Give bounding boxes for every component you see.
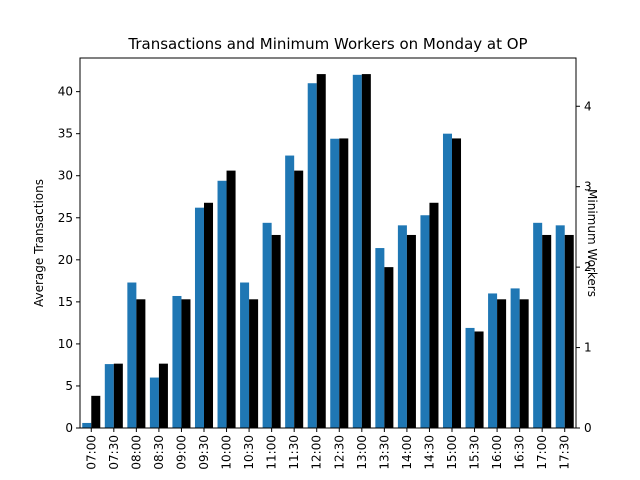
workers-bar-1400 — [406, 234, 416, 428]
right-axis: 0 1 2 3 4 — [576, 99, 592, 435]
workers-bar-1300 — [361, 74, 371, 428]
y2-tick-label: 0 — [584, 421, 592, 435]
y-tick-label: 0 — [65, 421, 73, 435]
transactions-bar-1400 — [397, 225, 407, 428]
x-axis: 07:00 07:30 08:00 08:30 09:00 09:30 10:00 10:30… — [84, 428, 572, 470]
transactions-bar-1430 — [420, 215, 430, 428]
y-tick-label: 25 — [58, 211, 73, 225]
x-tick-label: 09:30 — [197, 435, 211, 470]
transactions-bar-0930 — [194, 207, 204, 428]
y2-axis-label: Minimum Workers — [585, 189, 599, 297]
transactions-bar-1200 — [307, 83, 317, 428]
transactions-bar-1000 — [217, 180, 227, 428]
y-tick-label: 20 — [58, 253, 73, 267]
x-tick-label: 16:00 — [490, 435, 504, 470]
x-tick-label: 17:30 — [558, 435, 572, 470]
y-tick-label: 5 — [65, 379, 73, 393]
workers-bar-1600 — [497, 299, 507, 428]
workers-bar-0900 — [181, 299, 191, 428]
workers-bar-1200 — [316, 74, 326, 428]
transactions-bar-1130 — [285, 155, 295, 429]
x-tick-label: 11:00 — [265, 435, 279, 470]
transactions-bar-1100 — [262, 222, 272, 428]
workers-bar-1630 — [519, 299, 529, 428]
bars-layer — [82, 74, 574, 429]
workers-bar-1130 — [294, 170, 304, 429]
x-tick-label: 07:30 — [107, 435, 121, 470]
transactions-bar-1230 — [330, 138, 340, 429]
x-tick-label: 10:00 — [220, 435, 234, 470]
plot-frame — [79, 57, 577, 429]
y2-tick-label: 2 — [584, 260, 592, 274]
transactions-bar-1500 — [442, 133, 452, 428]
y-axis-label: Average Transactions — [32, 179, 46, 307]
transactions-bar-1730 — [555, 225, 565, 428]
x-tick-label: 12:00 — [310, 435, 324, 470]
y2-tick-label: 3 — [584, 180, 592, 194]
x-tick-label: 15:30 — [468, 435, 482, 470]
transactions-bar-1300 — [352, 74, 362, 428]
y-tick-label: 15 — [58, 295, 73, 309]
y-tick-label: 10 — [58, 337, 73, 351]
y-tick-label: 35 — [58, 127, 73, 141]
x-tick-label: 09:00 — [174, 435, 188, 470]
x-tick-label: 14:00 — [400, 435, 414, 470]
transactions-bar-1330 — [375, 248, 385, 428]
workers-bar-1700 — [542, 234, 552, 428]
x-tick-label: 14:30 — [422, 435, 436, 470]
y2-tick-label: 4 — [584, 99, 592, 113]
workers-bar-1330 — [384, 267, 394, 428]
y-tick-label: 30 — [58, 169, 73, 183]
x-tick-label: 08:30 — [152, 435, 166, 470]
transactions-bar-1700 — [533, 222, 543, 428]
chart-title: Transactions and Minimum Workers on Mond… — [127, 35, 527, 53]
x-tick-label: 15:00 — [445, 435, 459, 470]
y2-tick-label: 1 — [584, 341, 592, 355]
x-tick-label: 08:00 — [129, 435, 143, 470]
x-tick-label: 11:30 — [287, 435, 301, 470]
workers-bar-1030 — [249, 299, 259, 428]
x-tick-label: 07:00 — [84, 435, 98, 470]
workers-bar-0930 — [204, 202, 214, 428]
workers-bar-1430 — [429, 202, 439, 428]
x-tick-label: 17:00 — [535, 435, 549, 470]
workers-bar-0830 — [158, 363, 168, 428]
transactions-bar-1530 — [465, 327, 475, 428]
workers-bar-1730 — [564, 234, 574, 428]
workers-bar-1530 — [474, 331, 484, 428]
x-tick-label: 12:30 — [332, 435, 346, 470]
workers-bar-0700 — [91, 395, 101, 428]
transactions-bar-0700 — [82, 422, 92, 428]
left-axis: 0 5 10 15 20 25 30 35 40 — [58, 85, 80, 435]
transactions-bar-0900 — [172, 295, 182, 428]
workers-bar-1500 — [452, 138, 462, 428]
transactions-bar-0730 — [104, 364, 114, 428]
workers-bar-1230 — [339, 138, 349, 428]
transactions-bar-1600 — [488, 293, 498, 428]
x-tick-label: 16:30 — [513, 435, 527, 470]
transactions-bar-1030 — [240, 282, 250, 428]
transactions-bar-0830 — [149, 377, 159, 428]
workers-bar-1000 — [226, 170, 236, 429]
x-tick-label: 13:00 — [355, 435, 369, 470]
workers-bar-0730 — [113, 363, 123, 428]
y-tick-label: 40 — [58, 85, 73, 99]
x-tick-label: 10:30 — [242, 435, 256, 470]
transactions-bar-0800 — [127, 282, 137, 428]
x-tick-label: 13:30 — [377, 435, 391, 470]
workers-bar-1100 — [271, 234, 281, 428]
workers-bar-0800 — [136, 299, 146, 428]
transactions-bar-1630 — [510, 288, 520, 428]
